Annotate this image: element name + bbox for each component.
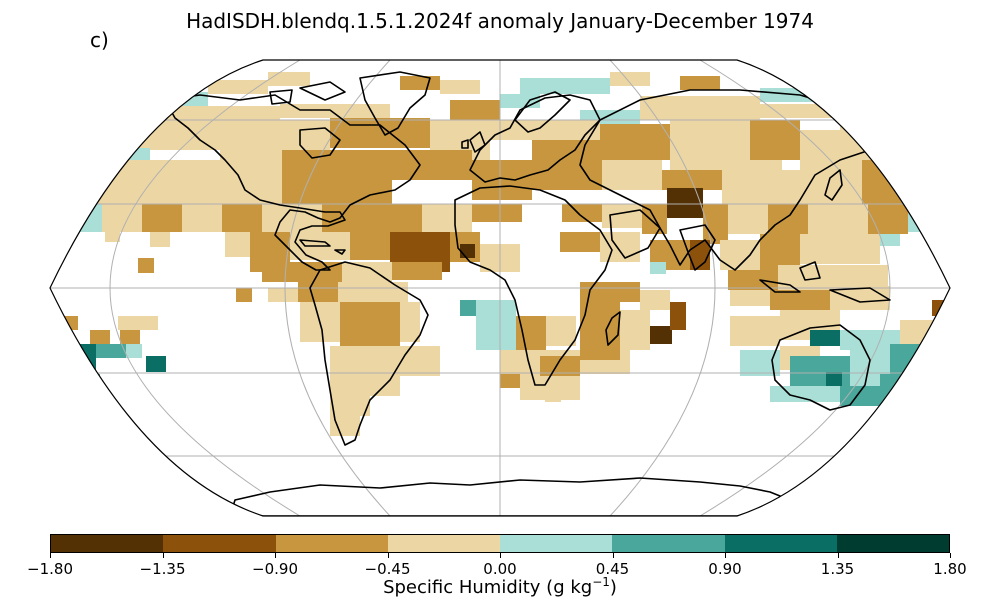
colorbar-tick-label: −0.90 [252, 560, 298, 578]
colorbar-segment [724, 535, 837, 552]
colorbar-segment [387, 535, 500, 552]
colorbar-tick-label: 0.90 [708, 560, 742, 578]
colorbar-tick-label: 0.00 [483, 560, 517, 578]
colorbar-tick-label: −1.80 [27, 560, 73, 578]
colorbar-tick-mark [50, 553, 51, 558]
colorbar-label-text: Specific Humidity (g kg [383, 577, 593, 598]
colorbar-tick-label: −1.35 [139, 560, 186, 578]
colorbar-tick-mark [837, 553, 839, 558]
map-frame [49, 59, 951, 517]
panel-label: c) [90, 28, 109, 52]
colorbar-tick-label: 1.80 [933, 560, 967, 578]
anomaly-grid-cells [56, 72, 950, 436]
colorbar-segment [275, 535, 388, 552]
colorbar-tick-label: 0.45 [595, 560, 630, 578]
colorbar-tick-mark [950, 553, 951, 558]
colorbar-tick-mark [725, 553, 726, 558]
world-map [49, 59, 951, 517]
colorbar-segment [500, 535, 613, 552]
colorbar-tick-mark [275, 553, 276, 558]
colorbar-tick-mark [387, 553, 389, 558]
colorbar [50, 534, 950, 553]
colorbar-tick-mark [500, 553, 501, 558]
colorbar-label-exponent: −1 [592, 575, 610, 589]
map-title: HadISDH.blendq.1.5.1.2024f anomaly Janua… [186, 9, 814, 33]
colorbar-segment [163, 535, 276, 552]
colorbar-tick-label: −0.45 [364, 560, 411, 578]
colorbar-tick-label: 1.35 [820, 560, 855, 578]
colorbar-tick-mark [612, 553, 614, 558]
graticule-lines [50, 60, 950, 516]
colorbar-segment [836, 535, 949, 552]
colorbar-label: Specific Humidity (g kg−1) [0, 575, 1000, 598]
colorbar-segment [612, 535, 725, 552]
colorbar-label-close: ) [609, 577, 617, 598]
colorbar-tick-mark [162, 553, 164, 558]
colorbar-segment [51, 535, 164, 552]
